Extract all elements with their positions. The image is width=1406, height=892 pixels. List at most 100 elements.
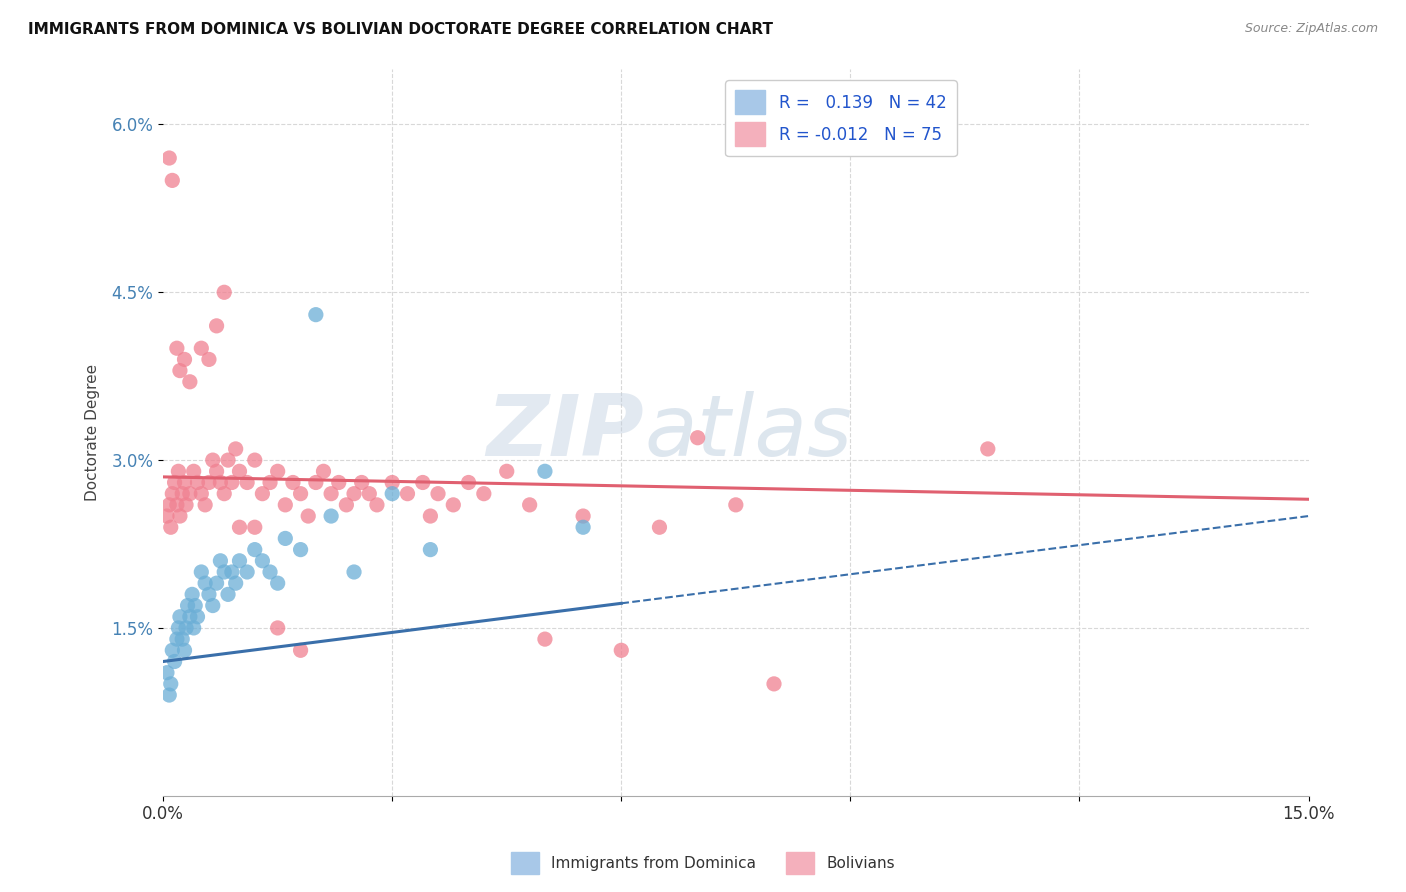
Point [243,453,266,467]
Point [184,599,207,613]
Point [228,554,250,568]
Point [266,621,288,635]
Point [186,475,208,490]
Point [366,498,388,512]
Point [297,509,319,524]
Point [335,498,357,512]
Point [156,665,179,680]
Point [259,475,281,490]
Point [225,576,247,591]
Point [419,542,441,557]
Point [183,464,205,478]
Point [228,520,250,534]
Point [572,509,595,524]
Point [610,643,633,657]
Point [212,285,235,300]
Point [225,442,247,456]
Point [173,643,195,657]
Point [217,587,239,601]
Point [977,442,1000,456]
Point [359,486,381,500]
Point [212,565,235,579]
Point [190,341,212,355]
Point [198,352,221,367]
Point [252,554,274,568]
Point [201,453,224,467]
Point [173,475,195,490]
Point [252,486,274,500]
Point [427,486,450,500]
Legend: R =   0.139   N = 42, R = -0.012   N = 75: R = 0.139 N = 42, R = -0.012 N = 75 [725,80,956,156]
Point [209,554,232,568]
Point [305,308,328,322]
Text: Source: ZipAtlas.com: Source: ZipAtlas.com [1244,22,1378,36]
Point [290,643,312,657]
Legend: Immigrants from Dominica, Bolivians: Immigrants from Dominica, Bolivians [505,846,901,880]
Point [194,576,217,591]
Point [381,486,404,500]
Point [173,352,195,367]
Point [572,520,595,534]
Point [266,464,288,478]
Point [181,587,204,601]
Point [519,498,541,512]
Point [169,363,191,377]
Point [350,475,373,490]
Point [648,520,671,534]
Point [179,486,201,500]
Point [290,542,312,557]
Point [212,486,235,500]
Point [312,464,335,478]
Point [221,565,243,579]
Point [167,464,190,478]
Point [172,632,194,647]
Point [166,498,188,512]
Point [217,453,239,467]
Point [179,375,201,389]
Point [259,565,281,579]
Y-axis label: Doctorate Degree: Doctorate Degree [86,364,100,500]
Point [328,475,350,490]
Point [198,475,221,490]
Point [205,576,228,591]
Point [186,609,208,624]
Point [159,520,181,534]
Point [534,632,557,647]
Point [157,498,180,512]
Point [686,431,709,445]
Point [174,621,197,635]
Point [162,643,184,657]
Point [290,486,312,500]
Point [243,542,266,557]
Point [228,464,250,478]
Point [201,599,224,613]
Point [221,475,243,490]
Point [534,464,557,478]
Point [198,587,221,601]
Point [274,498,297,512]
Point [321,486,343,500]
Point [174,498,197,512]
Point [396,486,419,500]
Point [209,475,232,490]
Point [166,341,188,355]
Point [343,486,366,500]
Point [495,464,517,478]
Point [305,475,328,490]
Text: IMMIGRANTS FROM DOMINICA VS BOLIVIAN DOCTORATE DEGREE CORRELATION CHART: IMMIGRANTS FROM DOMINICA VS BOLIVIAN DOC… [28,22,773,37]
Point [412,475,434,490]
Point [169,509,191,524]
Point [156,509,179,524]
Point [172,486,194,500]
Point [274,532,297,546]
Point [457,475,479,490]
Point [183,621,205,635]
Point [205,318,228,333]
Point [163,475,186,490]
Point [441,498,464,512]
Point [162,173,184,187]
Point [472,486,495,500]
Point [762,677,785,691]
Point [167,621,190,635]
Text: atlas: atlas [644,391,852,474]
